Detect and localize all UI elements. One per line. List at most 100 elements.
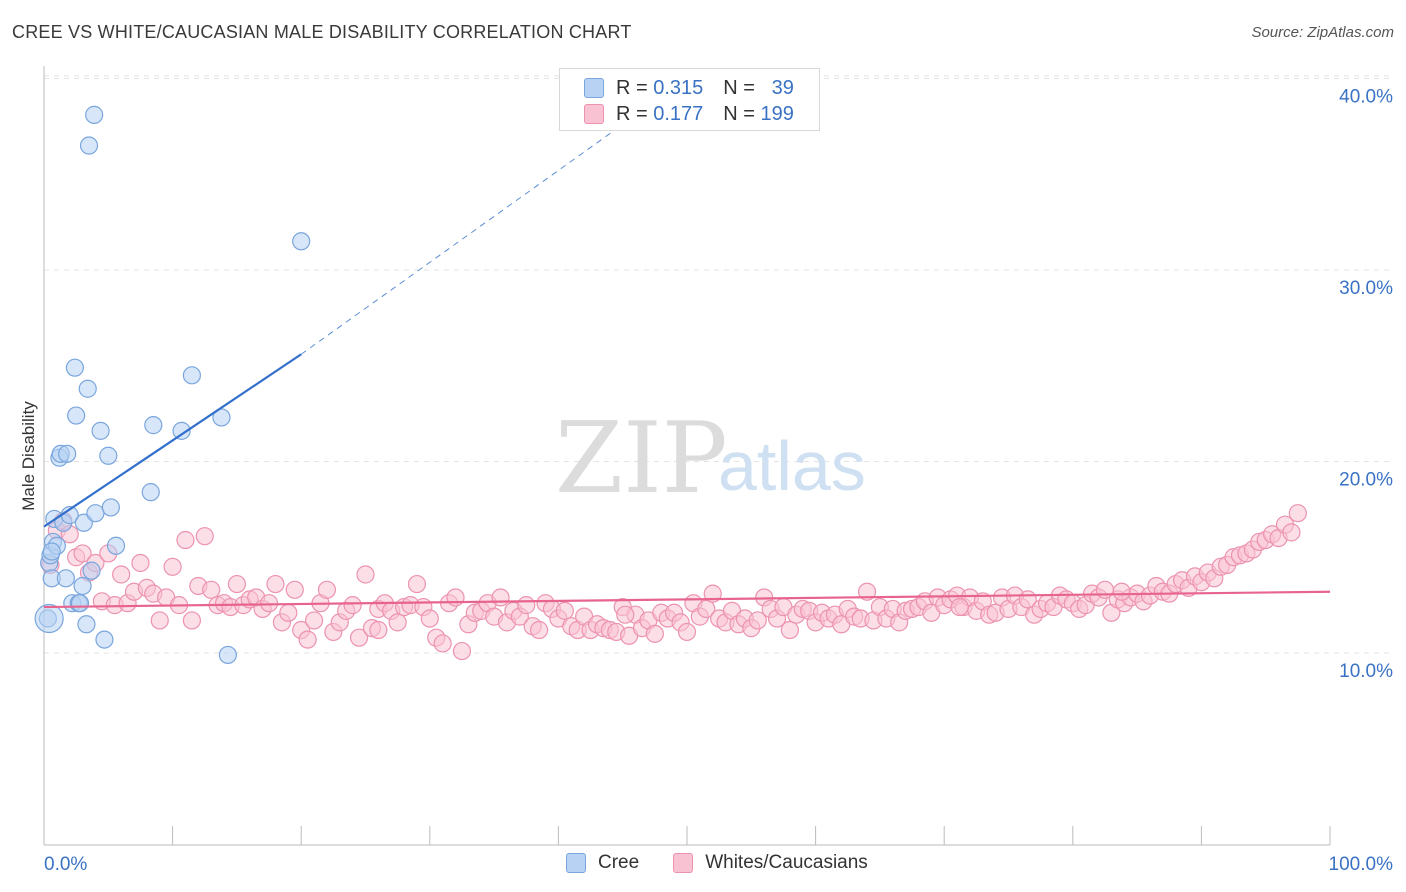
white-point — [279, 603, 298, 622]
legend-r-value: 0.315 — [653, 76, 704, 99]
white-points — [41, 504, 1307, 661]
cree-trend-extension — [300, 78, 688, 355]
cree-point-large — [34, 603, 64, 634]
cree-point — [101, 498, 120, 517]
trend-lines — [43, 78, 1331, 609]
legend-r-label: R = — [616, 102, 648, 125]
cree-point — [67, 406, 86, 425]
white-point — [73, 544, 92, 563]
white-point — [195, 527, 214, 546]
white-point — [349, 628, 369, 647]
white-point — [356, 565, 375, 584]
cree-point — [106, 536, 126, 555]
white-point — [555, 601, 574, 620]
cree-point — [182, 366, 201, 385]
cree-point — [79, 136, 99, 155]
legend-swatch-white — [584, 104, 604, 124]
white-point — [703, 584, 722, 603]
bottom-legend-swatch-cree — [566, 853, 586, 873]
white-point — [452, 641, 472, 661]
white-point — [343, 596, 362, 615]
white-point — [616, 605, 635, 624]
bottom-legend: Cree Whites/Caucasians — [566, 852, 902, 874]
white-point — [491, 588, 510, 607]
white-trend-line — [43, 590, 1331, 609]
white-point — [1288, 504, 1307, 523]
white-point — [433, 634, 452, 653]
legend-n-value: 199 — [760, 102, 794, 125]
gridlines — [44, 75, 1392, 654]
white-point — [304, 611, 324, 630]
axis-labels: 10.0% 20.0% 30.0% 40.0% 0.0% 100.0% Male Disab… — [19, 87, 1393, 876]
legend-swatch-cree — [584, 78, 604, 98]
y-tick-label: 30.0% — [1339, 278, 1393, 299]
white-point — [950, 597, 969, 617]
cree-point — [65, 358, 84, 377]
white-point — [1282, 523, 1301, 542]
white-point — [202, 580, 221, 599]
chart-title: CREE VS WHITE/CAUCASIAN MALE DISABILITY … — [12, 22, 632, 42]
cree-point — [95, 630, 114, 649]
cree-point — [77, 615, 96, 634]
watermark-zip: ZIP — [555, 402, 728, 516]
white-point — [388, 613, 407, 632]
y-tick-label: 40.0% — [1339, 87, 1393, 108]
legend-n-label: N = — [723, 102, 755, 125]
white-point — [645, 624, 664, 643]
legend-r-label: R = — [616, 76, 648, 99]
legend-r-value: 0.177 — [653, 102, 704, 125]
bottom-legend-cree: Cree — [566, 852, 639, 874]
white-point — [517, 596, 536, 615]
white-point — [697, 599, 716, 619]
white-point — [420, 609, 439, 628]
cree-point — [70, 594, 90, 613]
white-point — [857, 582, 877, 601]
cree-point — [78, 379, 97, 398]
y-axis-title: Male Disability — [19, 401, 38, 511]
cree-point — [85, 105, 104, 124]
cree-point — [218, 645, 237, 665]
bottom-legend-label: Cree — [598, 852, 640, 873]
cree-points — [34, 105, 311, 665]
white-point — [150, 611, 169, 630]
cree-point — [144, 416, 163, 435]
cree-point — [141, 483, 160, 502]
cree-point — [99, 446, 118, 465]
cree-point — [73, 576, 92, 596]
cree-point — [91, 421, 110, 440]
axes — [43, 66, 1331, 846]
legend-row-cree: R = 0.315 N = 39 — [584, 76, 794, 100]
bottom-legend-label: Whites/Caucasians — [705, 852, 868, 873]
white-point — [369, 620, 388, 640]
legend: R = 0.315 N = 39 R = 0.177 N = 199 — [559, 68, 820, 131]
bottom-legend-swatch-white — [673, 853, 694, 873]
white-point — [677, 622, 697, 642]
source-label: Source: ZipAtlas.com — [1251, 24, 1394, 41]
white-point — [285, 580, 304, 599]
x-tick-label-max: 100.0% — [1329, 854, 1394, 875]
y-tick-label: 20.0% — [1339, 470, 1393, 491]
cree-point — [292, 232, 311, 251]
white-point — [182, 611, 201, 630]
white-point — [748, 611, 767, 630]
white-point — [780, 620, 799, 640]
bottom-legend-white: Whites/Caucasians — [673, 852, 868, 874]
x-tick-label-min: 0.0% — [44, 854, 87, 875]
watermark: ZIP atlas — [555, 402, 866, 516]
cree-point — [172, 421, 191, 440]
white-point — [266, 574, 285, 594]
white-point — [131, 553, 150, 573]
white-point — [446, 588, 465, 607]
white-point — [298, 630, 317, 649]
white-point — [530, 620, 549, 640]
cree-point — [42, 542, 61, 561]
y-tick-label: 10.0% — [1339, 661, 1393, 682]
legend-n-value: 39 — [771, 76, 794, 99]
cree-point — [56, 569, 75, 588]
cree-point — [86, 504, 105, 523]
white-point — [163, 557, 182, 576]
white-point — [1112, 582, 1131, 601]
white-point — [227, 574, 246, 594]
white-point — [176, 530, 195, 550]
